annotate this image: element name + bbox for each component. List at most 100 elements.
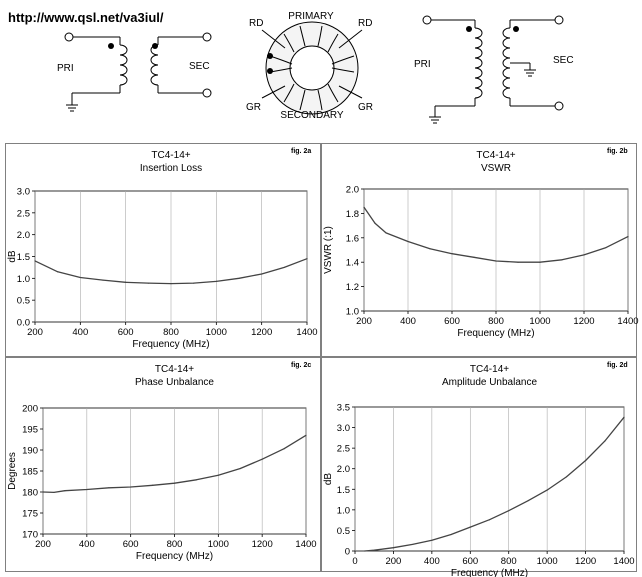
data-point xyxy=(306,258,308,260)
y-tick-label: 3.5 xyxy=(337,403,350,414)
data-point xyxy=(215,280,217,282)
data-point xyxy=(627,235,629,238)
x-tick-label: 600 xyxy=(444,316,460,327)
phase-dot xyxy=(267,68,273,74)
schematic-left xyxy=(64,32,212,112)
x-tick-label: 1400 xyxy=(296,327,317,338)
y-tick-label: 0.5 xyxy=(337,526,350,537)
data-point xyxy=(363,206,365,208)
x-tick-label: 600 xyxy=(118,327,134,338)
data-point xyxy=(450,533,452,536)
chart-title: TC4-14+ xyxy=(476,150,515,161)
y-tick-label: 1.8 xyxy=(346,209,359,220)
y-axis-label: dB xyxy=(323,473,334,486)
left-sec-label: SEC xyxy=(189,61,210,72)
plot-area xyxy=(42,407,307,535)
x-tick-label: 800 xyxy=(501,556,517,567)
x-tick-label: 400 xyxy=(400,316,416,327)
phase-dot xyxy=(466,26,472,32)
data-point xyxy=(79,276,81,279)
y-tick-label: 200 xyxy=(22,404,38,415)
data-point xyxy=(385,232,387,234)
x-tick-label: 1400 xyxy=(295,539,316,550)
source-url[interactable]: http://www.qsl.net/va3iul/ xyxy=(8,10,164,25)
x-tick-label: 400 xyxy=(424,556,440,567)
y-tick-label: 180 xyxy=(22,488,38,499)
data-point xyxy=(151,484,154,486)
data-point xyxy=(238,277,240,279)
phase-dot xyxy=(108,43,114,49)
data-point xyxy=(53,491,55,494)
gr-right-label: GR xyxy=(358,102,373,113)
x-tick-label: 1200 xyxy=(251,327,272,338)
phase-dot xyxy=(513,26,519,32)
data-point xyxy=(130,486,132,488)
primary-label: PRIMARY xyxy=(288,11,334,22)
x-tick-label: 600 xyxy=(123,539,139,550)
y-tick-label: 1.0 xyxy=(17,274,30,285)
chart-title: TC4-14+ xyxy=(151,150,190,161)
x-tick-label: 1000 xyxy=(529,316,550,327)
data-point xyxy=(584,459,587,462)
data-point xyxy=(364,550,366,552)
data-point xyxy=(173,482,176,484)
schematic-right xyxy=(422,15,564,124)
data-point xyxy=(508,510,510,512)
data-point xyxy=(195,479,198,481)
chart-frame xyxy=(321,143,637,357)
y-tick-label: 3.0 xyxy=(17,187,30,198)
data-point xyxy=(42,491,44,493)
y-tick-label: 3.0 xyxy=(337,423,350,434)
data-point xyxy=(561,259,563,261)
y-tick-label: 0.0 xyxy=(17,318,30,329)
data-point xyxy=(488,519,491,521)
x-tick-label: 400 xyxy=(72,327,88,338)
data-point xyxy=(86,488,88,491)
chart-title: TC4-14+ xyxy=(155,364,194,375)
y-tick-label: 195 xyxy=(22,425,38,436)
x-tick-label: 600 xyxy=(462,556,478,567)
figure-label: fig. 2a xyxy=(291,148,311,155)
data-point xyxy=(108,487,110,489)
data-point xyxy=(261,273,263,275)
data-point xyxy=(517,261,519,263)
data-point xyxy=(102,279,104,281)
data-point xyxy=(261,458,263,460)
data-point xyxy=(527,500,529,502)
series-line xyxy=(363,206,629,263)
x-tick-label: 1200 xyxy=(575,556,596,567)
data-point xyxy=(473,256,475,258)
series-line xyxy=(364,416,625,552)
x-tick-label: 1000 xyxy=(208,539,229,550)
y-tick-label: 1.5 xyxy=(17,252,30,263)
figure-label: fig. 2c xyxy=(291,362,311,369)
data-point xyxy=(34,260,36,262)
phase-dot xyxy=(267,53,273,59)
x-tick-label: 800 xyxy=(167,539,183,550)
data-point xyxy=(604,440,606,442)
y-axis-label: dB xyxy=(7,250,18,263)
y-tick-label: 2.0 xyxy=(346,185,359,196)
x-tick-label: 200 xyxy=(385,556,401,567)
data-point xyxy=(407,240,409,243)
phase-dot xyxy=(152,43,158,49)
data-point xyxy=(469,526,471,528)
data-point xyxy=(374,222,376,224)
data-point xyxy=(239,467,241,470)
data-point xyxy=(64,490,66,492)
chart-frame xyxy=(321,357,637,572)
data-point xyxy=(565,476,567,478)
x-axis-label: Frequency (MHz) xyxy=(457,328,534,339)
x-tick-label: 200 xyxy=(27,327,43,338)
data-point xyxy=(546,489,548,491)
data-point xyxy=(283,266,285,269)
x-tick-label: 0 xyxy=(352,556,357,567)
x-tick-label: 400 xyxy=(79,539,95,550)
x-tick-label: 1000 xyxy=(537,556,558,567)
x-tick-label: 200 xyxy=(356,316,372,327)
data-point xyxy=(539,261,541,263)
right-sec-label: SEC xyxy=(553,55,574,66)
chart-panel-2: TC4-14+ VSWR fig. 2b 200 400 600 800 1000 1200 14… xyxy=(321,143,639,357)
x-tick-label: 1200 xyxy=(573,316,594,327)
series-line xyxy=(42,434,307,494)
